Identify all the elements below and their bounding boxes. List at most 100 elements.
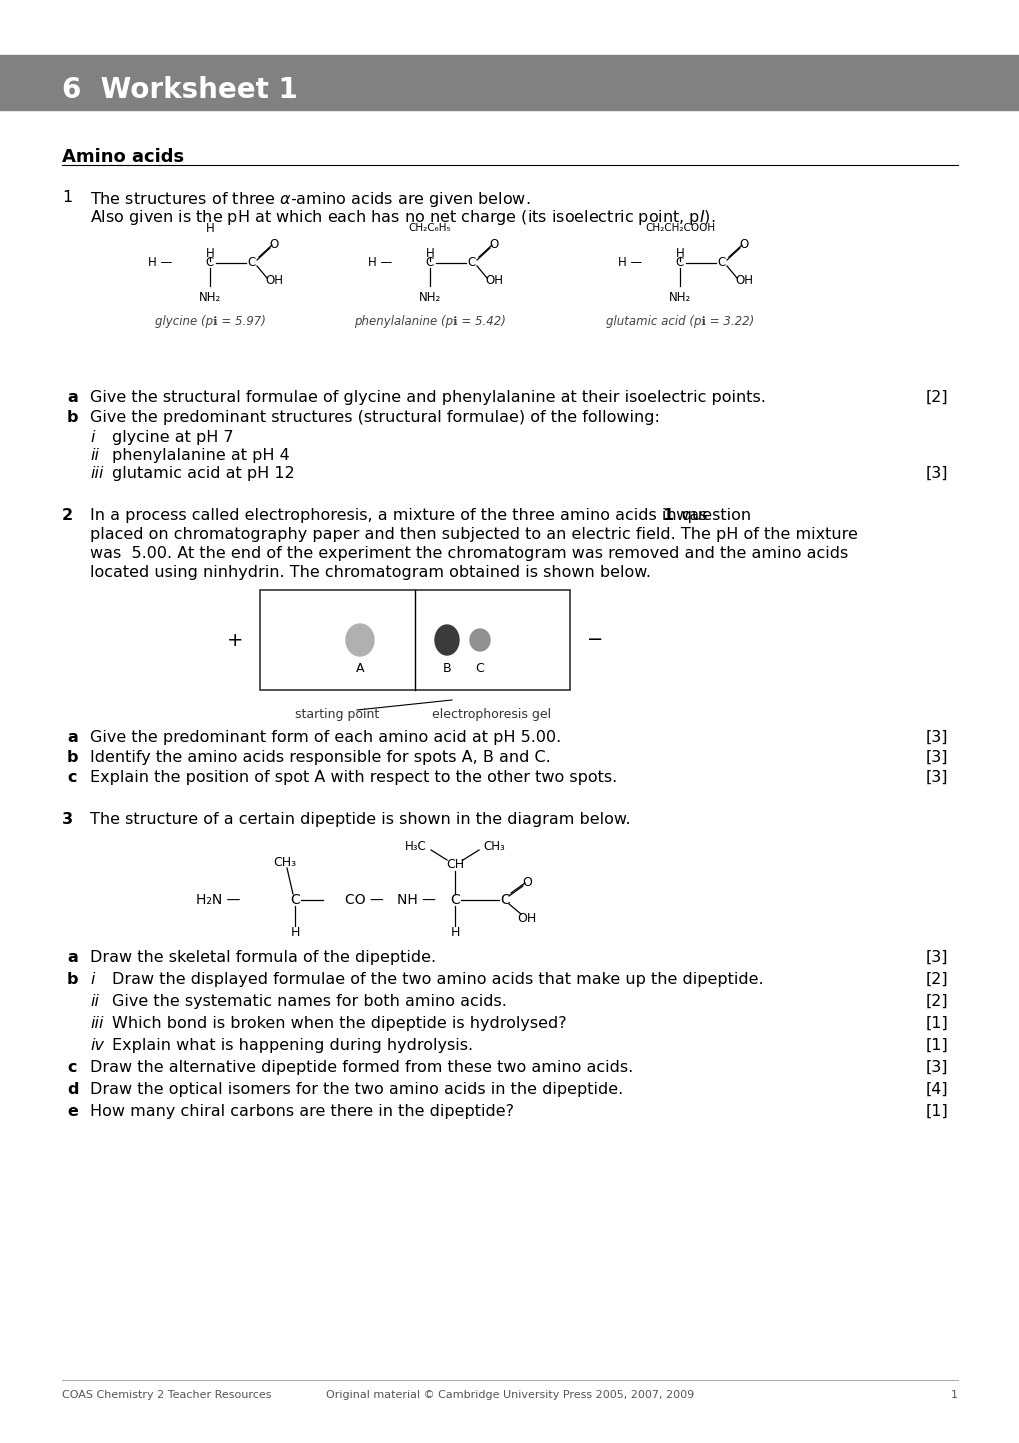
Text: 1: 1 (661, 508, 673, 522)
Text: C: C (499, 893, 510, 908)
Text: [3]: [3] (924, 730, 947, 745)
Text: H: H (449, 925, 460, 938)
Text: H —: H — (368, 257, 391, 270)
Text: placed on chromatography paper and then subjected to an electric field. The pH o: placed on chromatography paper and then … (90, 527, 857, 543)
Text: C: C (289, 893, 300, 908)
Text: Amino acids: Amino acids (62, 149, 184, 166)
Text: CH₃: CH₃ (273, 856, 297, 869)
Text: O: O (489, 238, 498, 251)
Text: Draw the alternative dipeptide formed from these two amino acids.: Draw the alternative dipeptide formed fr… (90, 1061, 633, 1075)
Text: [1]: [1] (924, 1016, 947, 1030)
Text: CO —: CO — (344, 893, 383, 908)
Text: a: a (67, 390, 77, 405)
Text: iii: iii (90, 1016, 103, 1030)
Text: Give the predominant form of each amino acid at pH 5.00.: Give the predominant form of each amino … (90, 730, 560, 745)
Text: CH₂CH₂COOH: CH₂CH₂COOH (644, 224, 714, 232)
Text: B: B (442, 662, 450, 675)
Text: Give the structural formulae of glycine and phenylalanine at their isoelectric p: Give the structural formulae of glycine … (90, 390, 765, 405)
Text: C: C (676, 257, 684, 270)
Text: e: e (67, 1104, 77, 1118)
Text: [3]: [3] (924, 750, 947, 765)
Text: NH₂: NH₂ (199, 291, 221, 304)
Text: 1: 1 (62, 190, 72, 205)
Text: d: d (67, 1082, 78, 1097)
Text: Draw the skeletal formula of the dipeptide.: Draw the skeletal formula of the dipepti… (90, 949, 436, 965)
Text: b: b (67, 973, 78, 987)
Text: Original material © Cambridge University Press 2005, 2007, 2009: Original material © Cambridge University… (325, 1390, 694, 1400)
Text: b: b (67, 750, 78, 765)
Text: phenylalanine (pℹ = 5.42): phenylalanine (pℹ = 5.42) (354, 315, 505, 328)
Text: Which bond is broken when the dipeptide is hydrolysed?: Which bond is broken when the dipeptide … (112, 1016, 567, 1030)
Text: −: − (586, 631, 602, 649)
Text: H: H (206, 247, 214, 260)
Text: How many chiral carbons are there in the dipeptide?: How many chiral carbons are there in the… (90, 1104, 514, 1118)
Text: phenylalanine at pH 4: phenylalanine at pH 4 (112, 447, 289, 463)
Text: C: C (717, 257, 726, 270)
Text: Draw the displayed formulae of the two amino acids that make up the dipeptide.: Draw the displayed formulae of the two a… (112, 973, 763, 987)
Text: a: a (67, 949, 77, 965)
Text: a: a (67, 730, 77, 745)
Text: COAS Chemistry 2 Teacher Resources: COAS Chemistry 2 Teacher Resources (62, 1390, 271, 1400)
Text: 6  Worksheet 1: 6 Worksheet 1 (62, 76, 298, 104)
Text: H: H (290, 925, 300, 938)
Text: i: i (90, 973, 95, 987)
Text: H₂N —: H₂N — (196, 893, 239, 908)
Text: O: O (522, 876, 532, 889)
Text: [3]: [3] (924, 1061, 947, 1075)
Ellipse shape (345, 623, 374, 657)
Text: Draw the optical isomers for the two amino acids in the dipeptide.: Draw the optical isomers for the two ami… (90, 1082, 623, 1097)
Text: [4]: [4] (924, 1082, 947, 1097)
Text: NH —: NH — (396, 893, 435, 908)
Text: starting point: starting point (294, 709, 379, 722)
Text: C: C (475, 662, 484, 675)
Text: [2]: [2] (924, 994, 947, 1009)
Text: glutamic acid (pℹ = 3.22): glutamic acid (pℹ = 3.22) (605, 315, 753, 328)
Text: NH₂: NH₂ (668, 291, 691, 304)
Text: located using ninhydrin. The chromatogram obtained is shown below.: located using ninhydrin. The chromatogra… (90, 566, 650, 580)
Text: OH: OH (484, 274, 502, 287)
Text: b: b (67, 410, 78, 426)
Text: H —: H — (148, 257, 172, 270)
Text: iii: iii (90, 466, 103, 481)
Text: CH₂C₆H₅: CH₂C₆H₅ (409, 224, 450, 232)
Text: NH₂: NH₂ (419, 291, 440, 304)
Text: The structures of three $\alpha$-amino acids are given below.: The structures of three $\alpha$-amino a… (90, 190, 530, 209)
Text: OH: OH (735, 274, 752, 287)
Text: [1]: [1] (924, 1038, 947, 1053)
Text: CH₃: CH₃ (483, 840, 504, 853)
Text: O: O (739, 238, 748, 251)
Text: OH: OH (517, 912, 536, 925)
Text: glycine (pℹ = 5.97): glycine (pℹ = 5.97) (155, 315, 265, 328)
Text: [3]: [3] (924, 771, 947, 785)
Text: O: O (269, 238, 278, 251)
Text: The structure of a certain dipeptide is shown in the diagram below.: The structure of a certain dipeptide is … (90, 812, 630, 827)
Bar (0, 55, 1019, 110)
Text: 3: 3 (62, 812, 73, 827)
Text: Also given is the pH at which each has no net charge (its isoelectric point, p$\: Also given is the pH at which each has n… (90, 208, 714, 227)
Text: Explain the position of spot A with respect to the other two spots.: Explain the position of spot A with resp… (90, 771, 616, 785)
Text: H: H (425, 247, 434, 260)
Text: C: C (206, 257, 214, 270)
Text: +: + (226, 631, 243, 649)
Text: OH: OH (265, 274, 282, 287)
Text: ii: ii (90, 447, 99, 463)
Text: was  5.00. At the end of the experiment the chromatogram was removed and the ami: was 5.00. At the end of the experiment t… (90, 545, 848, 561)
Text: [3]: [3] (924, 466, 947, 481)
Text: C: C (426, 257, 434, 270)
Text: A: A (356, 662, 364, 675)
Text: C: C (449, 893, 460, 908)
Text: CH: CH (445, 859, 464, 872)
Text: C: C (248, 257, 256, 270)
Ellipse shape (470, 629, 489, 651)
Text: [2]: [2] (924, 973, 947, 987)
Text: Give the predominant structures (structural formulae) of the following:: Give the predominant structures (structu… (90, 410, 659, 426)
Text: i: i (90, 430, 95, 444)
Text: c: c (67, 1061, 76, 1075)
Text: [3]: [3] (924, 949, 947, 965)
Bar (260, 590, 570, 690)
Text: was: was (671, 508, 707, 522)
Text: H₃C: H₃C (405, 840, 427, 853)
Text: c: c (67, 771, 76, 785)
Text: glutamic acid at pH 12: glutamic acid at pH 12 (112, 466, 294, 481)
Text: 1: 1 (950, 1390, 957, 1400)
